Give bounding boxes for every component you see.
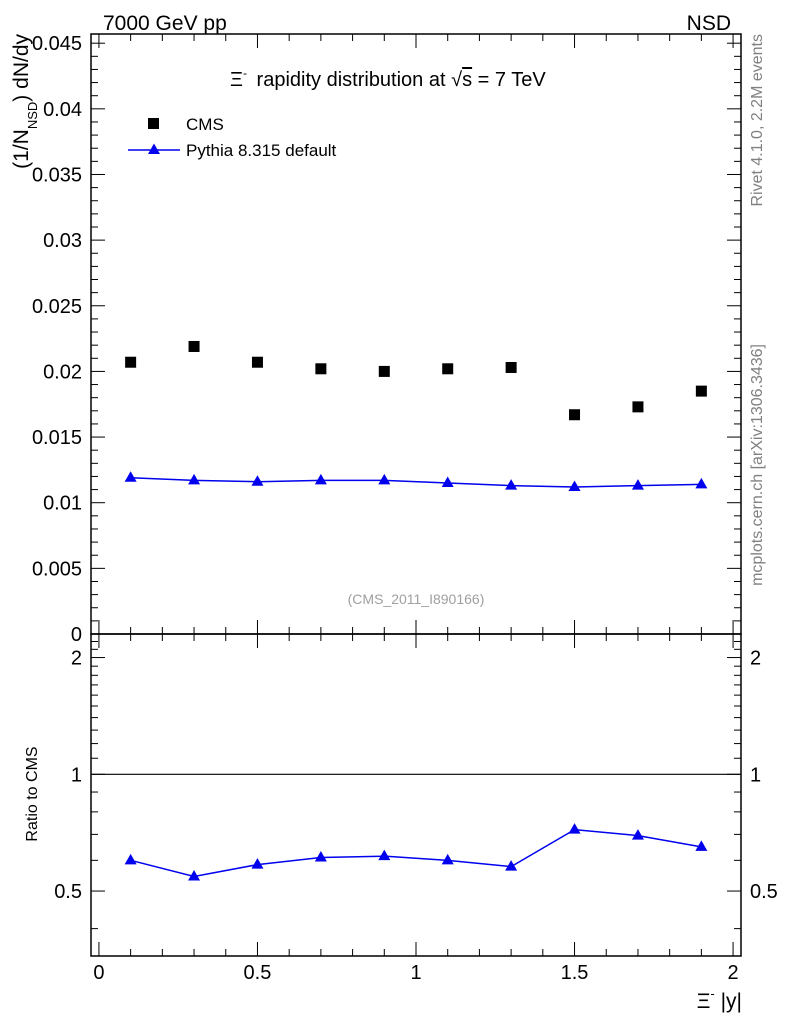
cms-data-point	[315, 363, 327, 375]
ratio-y-tick-label-left: 0.5	[54, 881, 82, 903]
pythia-line-path	[130, 477, 702, 488]
y-tick-label: 0.03	[43, 230, 82, 252]
ratio-y-tick-label-left: 2	[71, 648, 82, 670]
ratio-y-tick-labels: 0.5 0.5 1 1 2 2	[54, 648, 778, 904]
main-y-axis-label: (1/NNSD) dN/dy	[10, 34, 40, 169]
cms-data-point	[378, 365, 390, 377]
pythia-data-point	[631, 479, 644, 490]
x-tick-label: 2	[728, 962, 739, 984]
ratio-data-point	[631, 829, 644, 840]
ratio-data-point	[568, 823, 581, 834]
ratio-data-point	[251, 858, 264, 869]
x-tick-label: 1	[410, 962, 421, 984]
cms-data-point	[632, 401, 644, 413]
ratio-data-point	[695, 840, 708, 851]
legend-cms-marker	[148, 118, 159, 129]
ratio-y-tick-label-right: 1	[750, 764, 761, 786]
pythia-data-point	[695, 477, 708, 489]
main-axis-ticks	[91, 34, 741, 635]
side-mcplots-label: mcplots.cern.ch [arXiv:1306.3436]	[749, 344, 766, 586]
cms-data-point	[251, 356, 263, 368]
y-tick-label: 0	[71, 624, 82, 646]
pythia-data-point	[251, 475, 264, 486]
main-y-tick-labels: 0 0.005 0.01 0.015 0.02 0.025 0.03 0.035 0.04 0.0…	[32, 33, 82, 646]
ratio-panel: 0.5 0.5 1 1 2 2 0 0.5 1 1.5 2 Ratio to CMS Ξ- |y|	[24, 633, 778, 1013]
cms-data-point	[442, 363, 454, 375]
analysis-watermark: (CMS_2011_I890166)	[348, 591, 485, 607]
ratio-data-point	[188, 870, 201, 881]
ratio-data-point	[441, 853, 454, 865]
ratio-data-point	[314, 851, 327, 862]
legend-pythia-label: Pythia 8.315 default	[186, 141, 337, 160]
ratio-y-tick-label-left: 1	[71, 764, 82, 786]
x-tick-label: 0	[93, 962, 104, 984]
pythia-data-point	[124, 471, 137, 482]
y-tick-label: 0.015	[32, 427, 82, 449]
y-tick-label: 0.045	[32, 33, 82, 55]
pythia-data-point	[441, 476, 454, 488]
pythia-data-point	[314, 473, 327, 485]
cms-data-point	[125, 356, 137, 368]
x-tick-label: 0.5	[244, 962, 272, 984]
cms-data-point	[695, 385, 707, 397]
pythia-data-point	[188, 473, 201, 485]
ratio-axis-ticks	[91, 634, 741, 956]
y-tick-label: 0.025	[32, 296, 82, 318]
ratio-data-point	[378, 849, 391, 861]
side-rivet-label: Rivet 4.1.0, 2.2M events	[749, 34, 766, 207]
pythia-series-points	[124, 471, 708, 491]
header-left: 7000 GeV pp	[103, 12, 227, 35]
ratio-data-point	[505, 860, 518, 871]
y-tick-label: 0.01	[43, 493, 82, 515]
legend-cms-label: CMS	[186, 115, 224, 134]
cms-data-point	[188, 340, 200, 352]
pythia-data-point	[568, 480, 581, 491]
x-tick-labels: 0 0.5 1 1.5 2	[93, 962, 738, 984]
ratio-y-tick-label-right: 0.5	[750, 881, 778, 903]
ratio-line-path	[130, 828, 702, 878]
ratio-series-points	[124, 823, 708, 881]
cms-data-point	[505, 361, 517, 373]
header-right: NSD	[687, 12, 731, 35]
y-tick-label: 0.02	[43, 361, 82, 383]
pythia-series-line	[130, 477, 702, 488]
ratio-data-point	[124, 853, 137, 865]
y-tick-label: 0.035	[32, 164, 82, 186]
legend: CMS Pythia 8.315 default	[128, 115, 337, 160]
pythia-data-point	[505, 479, 518, 490]
ratio-series-line	[130, 828, 702, 878]
main-panel: 0 0.005 0.01 0.015 0.02 0.025 0.03 0.035 0.04 0.0…	[10, 33, 742, 646]
cms-data-point	[569, 409, 581, 421]
cms-series-points	[125, 340, 707, 421]
legend-pythia-marker	[148, 143, 160, 154]
x-axis-label: Ξ- |y|	[697, 986, 742, 1013]
y-tick-label: 0.04	[43, 99, 82, 121]
chart-title: Ξ- rapidity distribution at √s = 7 TeV	[230, 66, 546, 91]
y-tick-label: 0.005	[32, 558, 82, 580]
pythia-data-point	[378, 473, 391, 485]
x-tick-label: 1.5	[561, 962, 589, 984]
ratio-y-tick-label-right: 2	[750, 648, 761, 670]
ratio-y-axis-label: Ratio to CMS	[24, 746, 41, 841]
ratio-plot-frame	[90, 633, 742, 957]
